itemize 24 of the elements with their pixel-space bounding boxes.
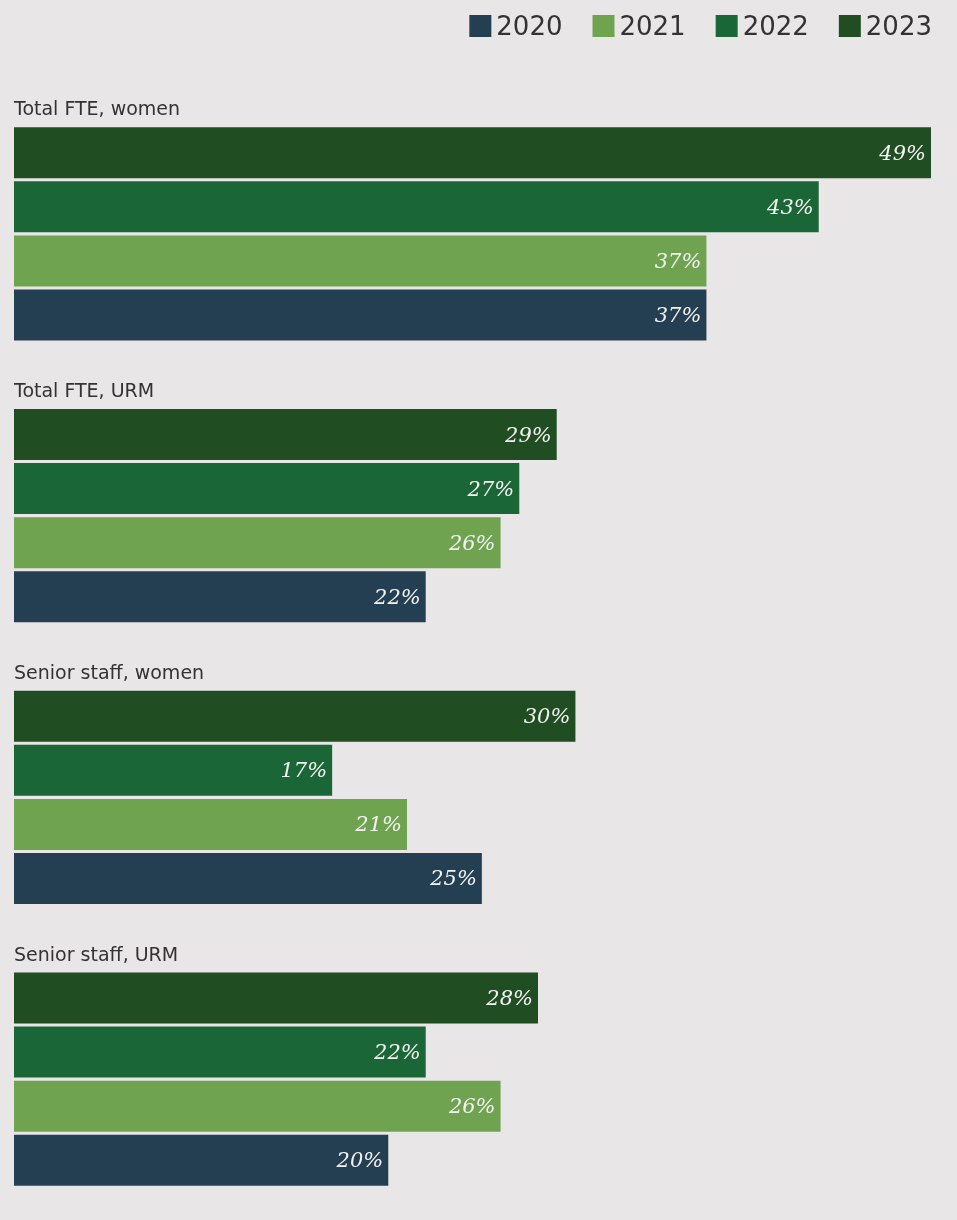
data-label: 43% <box>766 194 814 219</box>
data-label: 37% <box>654 302 702 327</box>
data-label: 21% <box>354 812 402 837</box>
y-tick-label: Total FTE, URM <box>13 379 155 402</box>
data-label: 26% <box>447 530 496 555</box>
y-tick-label: Senior staff, URM <box>14 942 179 965</box>
data-label: 22% <box>373 1040 421 1065</box>
y-tick-label: Total FTE, women <box>13 97 181 120</box>
y-tick-label: Senior staff, women <box>14 660 205 683</box>
data-label: 37% <box>654 248 702 273</box>
data-label: 27% <box>466 476 515 501</box>
data-label: 22% <box>373 584 421 609</box>
data-label: 49% <box>878 140 926 165</box>
data-label: 28% <box>485 986 533 1011</box>
legend-label: 2022 <box>742 11 809 41</box>
data-label: 30% <box>523 704 571 729</box>
legend-label: 2020 <box>496 11 563 41</box>
data-label: 26% <box>447 1094 496 1119</box>
legend-label: 2023 <box>865 11 932 41</box>
data-label: 29% <box>504 422 552 447</box>
data-label: 20% <box>335 1148 384 1173</box>
legend-label: 2021 <box>619 11 686 41</box>
data-label: 17% <box>280 758 328 783</box>
data-label: 25% <box>429 866 477 891</box>
